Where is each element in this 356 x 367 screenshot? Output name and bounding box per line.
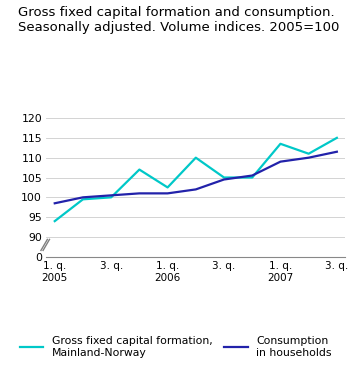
Text: Gross fixed capital formation and consumption.
Seasonally adjusted. Volume indic: Gross fixed capital formation and consum… bbox=[18, 6, 339, 33]
Legend: Gross fixed capital formation,
Mainland-Norway, Consumption
in households: Gross fixed capital formation, Mainland-… bbox=[20, 336, 332, 358]
